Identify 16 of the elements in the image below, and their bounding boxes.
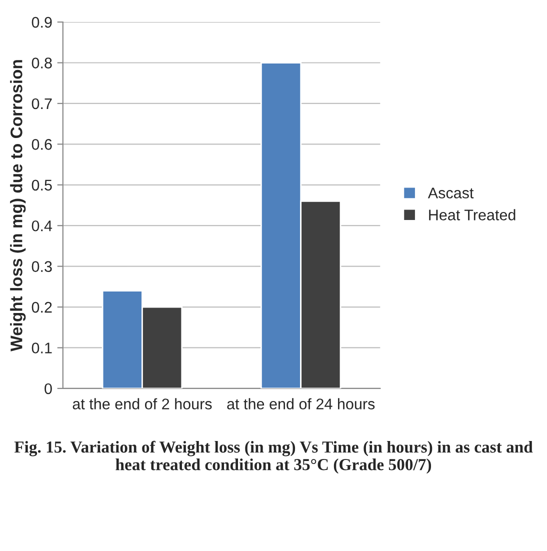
- legend-label: Heat Treated: [429, 209, 516, 220]
- y-tick-label: 0: [44, 383, 52, 394]
- y-tick-label: 0.5: [32, 180, 52, 191]
- y-tick-label: 0.4: [32, 220, 52, 232]
- y-tick-label: 0.9: [32, 16, 52, 28]
- y-tick-label: 0.8: [32, 58, 52, 68]
- x-tick-label: at the end of 2 hours: [72, 398, 212, 410]
- y-axis-title: Weight loss (in mg) due to Corrosion: [10, 60, 26, 352]
- y-tick-label: 0.6: [32, 139, 52, 150]
- y-tick-label: 0.7: [32, 98, 52, 110]
- x-tick-label: at the end of 24 hours: [227, 398, 375, 410]
- legend-label: Ascast: [428, 188, 474, 198]
- y-tick-label: 0.1: [32, 342, 52, 354]
- y-tick-label: 0.3: [32, 261, 52, 272]
- y-tick-label: 0.2: [32, 302, 52, 313]
- caption: Fig. 15. Variation of Weight loss (in mg) Vs Time (in hours) in as cast and heat treated condition at 35°C (Grade 500/7): [14, 440, 533, 474]
